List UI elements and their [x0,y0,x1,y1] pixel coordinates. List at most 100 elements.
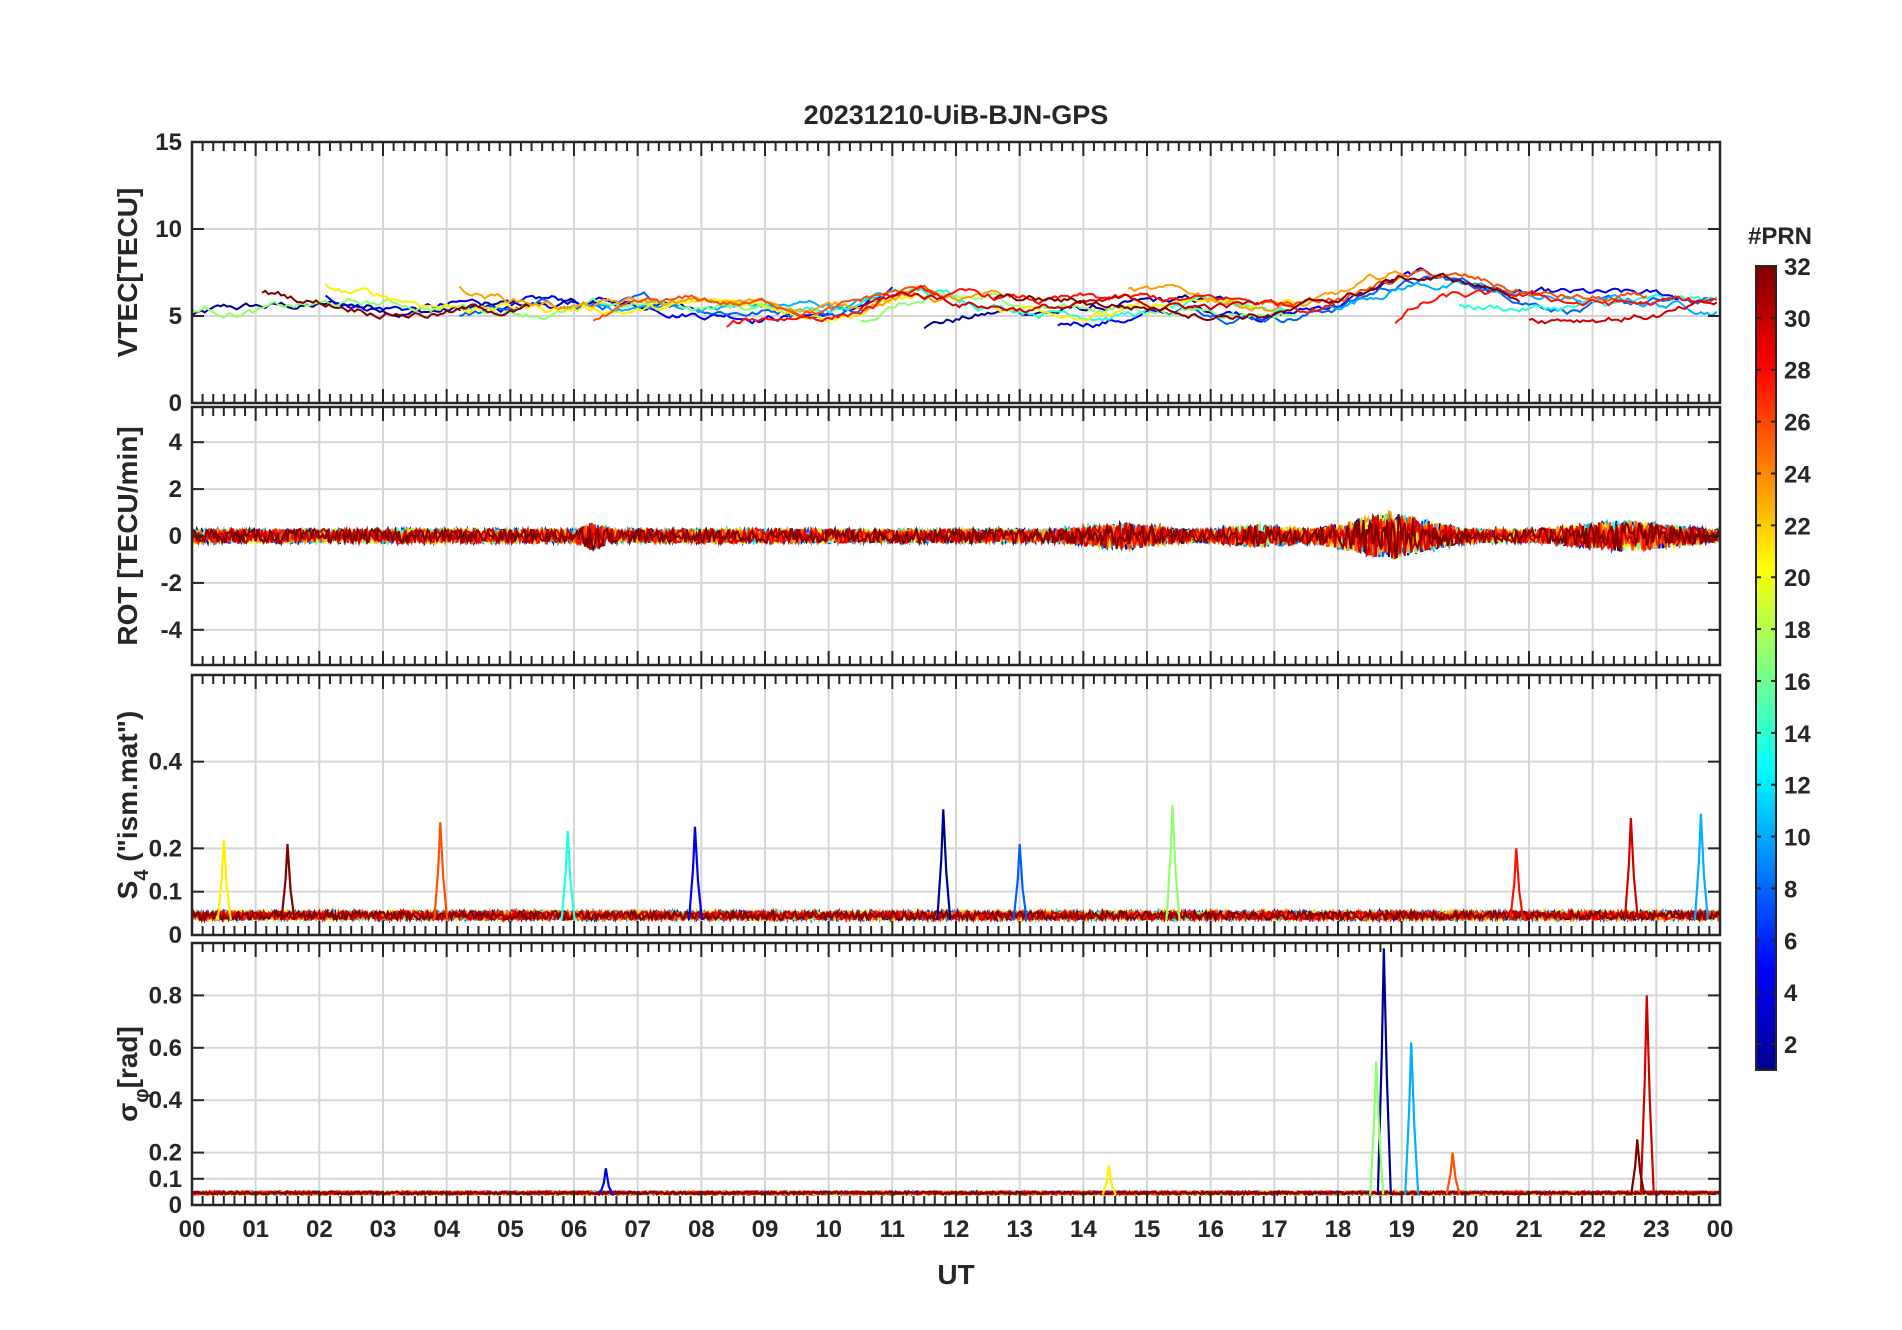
x-tick-label: 05 [497,1216,524,1243]
panel-2: -4 -2 0 2 4 ROT [TECU/min] [112,405,1722,667]
x-tick-label: 13 [1006,1216,1033,1243]
x-tick-label: 16 [1197,1216,1224,1243]
spike-line [1376,948,1392,1195]
colorbar-tick-label: 14 [1784,721,1811,748]
series-line-prn-28 [1394,286,1718,325]
series-line-prn-32 [993,272,1521,322]
colorbar-tick-label: 32 [1784,254,1811,281]
x-tick-label: 02 [306,1216,333,1243]
spike-line [1445,1152,1461,1195]
series-line-prn-9 [1191,275,1718,326]
y-tick-label: 10 [155,216,182,243]
series-line-prn-23 [1127,270,1409,312]
x-tick-label: 20 [1452,1216,1479,1243]
colorbar-tick-label: 28 [1784,358,1811,385]
spike-line [598,1168,614,1196]
x-tick-label: 23 [1643,1216,1670,1243]
axes-frame [190,405,1722,667]
x-tick-label: 12 [943,1216,970,1243]
spike-line [1639,995,1655,1195]
y-tick-label: 0.4 [149,749,183,776]
axes-frame [190,941,1722,1207]
spike-line [433,822,449,920]
colorbar-tick-label: 18 [1784,617,1811,644]
x-tick-label: 00 [179,1216,206,1243]
x-tick-label: 06 [561,1216,588,1243]
colorbar-label: #PRN [1748,223,1812,250]
colorbar-bar [1755,265,1777,1071]
spike-line [936,809,952,920]
y-tick-label: 0 [169,1192,182,1219]
y-tick-label: 15 [155,129,182,156]
x-tick-label: 04 [433,1216,460,1243]
y-tick-label: 0 [169,922,182,949]
panel-3: 0 0.1 0.2 0.4S4 ("ism.mat") [112,673,1722,949]
spike-line [1693,813,1709,920]
spike-line [687,826,704,920]
axes-frame [190,140,1722,405]
spike-line [1623,817,1639,920]
x-tick-label: 01 [242,1216,269,1243]
series-line-prn-28 [726,284,1336,328]
spike-line [1165,804,1181,920]
series-line-prn-30 [1528,299,1718,325]
spike-line [280,843,296,920]
y-tick-label: 2 [169,476,182,503]
series-line-prn-32 [261,289,530,320]
colorbar-tick-label: 30 [1784,306,1811,333]
colorbar-tick-label: 16 [1784,669,1811,696]
y-tick-label: 4 [169,429,183,456]
axes-frame [190,673,1722,937]
spike-line [560,830,576,920]
spike-line [1404,1042,1420,1195]
y-tick-label: 0.1 [149,879,182,906]
spike-line [216,839,232,920]
colorbar-tick-label: 4 [1784,980,1798,1007]
x-tick-label: 22 [1579,1216,1606,1243]
x-tick-label: 15 [1134,1216,1161,1243]
y-tick-label: -4 [161,617,183,644]
colorbar-tick-label: 8 [1784,876,1797,903]
colorbar-tick-label: 24 [1784,461,1811,488]
colorbar-tick-label: 12 [1784,773,1811,800]
spike-line [1630,1139,1646,1195]
y-axis-label: ROT [TECU/min] [112,426,143,645]
x-tick-label: 08 [688,1216,715,1243]
y-tick-label: 0.6 [149,1035,182,1062]
colorbar-tick-label: 26 [1784,410,1811,437]
y-axis-label: S4 ("ism.mat") [112,711,153,900]
spike-line [1012,843,1028,920]
y-tick-label: 5 [169,303,182,330]
y-tick-label: 0 [169,390,182,417]
y-tick-label: 0.2 [149,835,182,862]
series-group [192,804,1720,924]
panel-4: 00.10.2 0.4 0.6 0.8 σφ[rad] 00 01 02 03 04 05 06 07 0… [112,941,1734,1243]
x-tick-label: 21 [1516,1216,1543,1243]
colorbar-tick-label: 22 [1784,513,1811,540]
series-group [192,509,1720,560]
series-group [192,267,1718,330]
series-line-prn-30 [859,291,1259,314]
spike-line [1509,848,1525,920]
y-tick-label: 0.2 [149,1140,182,1167]
y-tick-label: 0.8 [149,982,182,1009]
x-tick-label: 03 [370,1216,397,1243]
x-tick-label: 09 [752,1216,779,1243]
x-tick-label: 18 [1325,1216,1352,1243]
panel-1: 0 5 10 15 VTEC[TECU] [112,129,1722,417]
x-tick-label: 07 [624,1216,651,1243]
x-tick-label: 10 [815,1216,842,1243]
colorbar-tick-label: 10 [1784,825,1811,852]
series-line-prn-21 [324,283,916,323]
x-tick-label: 19 [1388,1216,1415,1243]
chart-title: 20231210-UiB-BJN-GPS [804,100,1109,130]
x-tick-label: 14 [1070,1216,1097,1243]
x-tick-label: 00 [1707,1216,1734,1243]
y-tick-label: 0.4 [149,1087,183,1114]
y-axis-label: σφ[rad] [112,1026,153,1122]
y-tick-label: 0.1 [149,1166,182,1193]
spike-line [1101,1165,1117,1195]
colorbar-tick-label: 20 [1784,565,1811,592]
